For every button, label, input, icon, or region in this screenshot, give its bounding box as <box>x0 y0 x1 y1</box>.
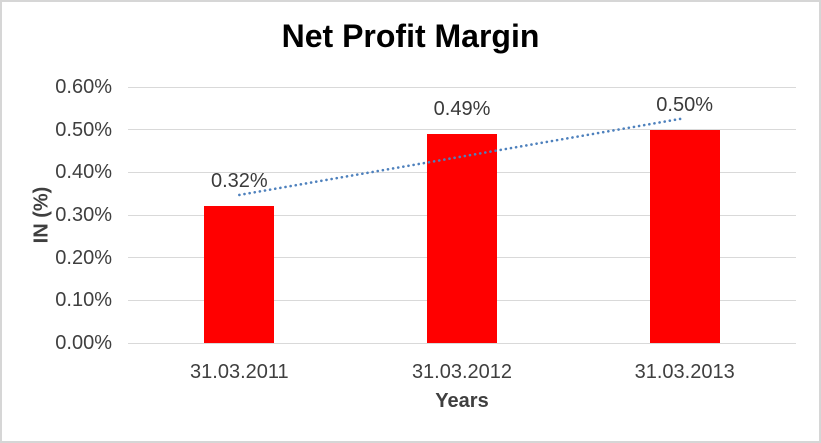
gridline <box>128 86 796 88</box>
y-axis-tick-label: 0.20% <box>55 246 112 269</box>
y-axis-tick-label: 0.40% <box>55 161 112 184</box>
x-axis-tick-label: 31.03.2012 <box>411 361 513 383</box>
data-label: 0.49% <box>433 97 491 120</box>
y-axis-tick-label: 0.00% <box>55 332 112 354</box>
y-axis-tick-label: 0.10% <box>55 289 112 312</box>
x-axis-tick-label: 31.03.2011 <box>190 361 289 383</box>
y-axis-tick-label: 0.30% <box>55 204 112 226</box>
y-axis-tick-label: 0.50% <box>55 118 112 141</box>
bar <box>427 133 497 343</box>
gridline <box>128 342 796 344</box>
x-axis-title: Years <box>435 390 489 412</box>
data-label: 0.50% <box>656 93 714 116</box>
data-label: 0.32% <box>210 170 268 193</box>
chart-title: Net Profit Margin <box>281 18 540 54</box>
x-axis-tick-label: 31.03.2013 <box>634 361 735 383</box>
bar <box>649 129 720 343</box>
bar <box>204 206 275 343</box>
y-axis-tick-label: 0.60% <box>55 76 112 98</box>
